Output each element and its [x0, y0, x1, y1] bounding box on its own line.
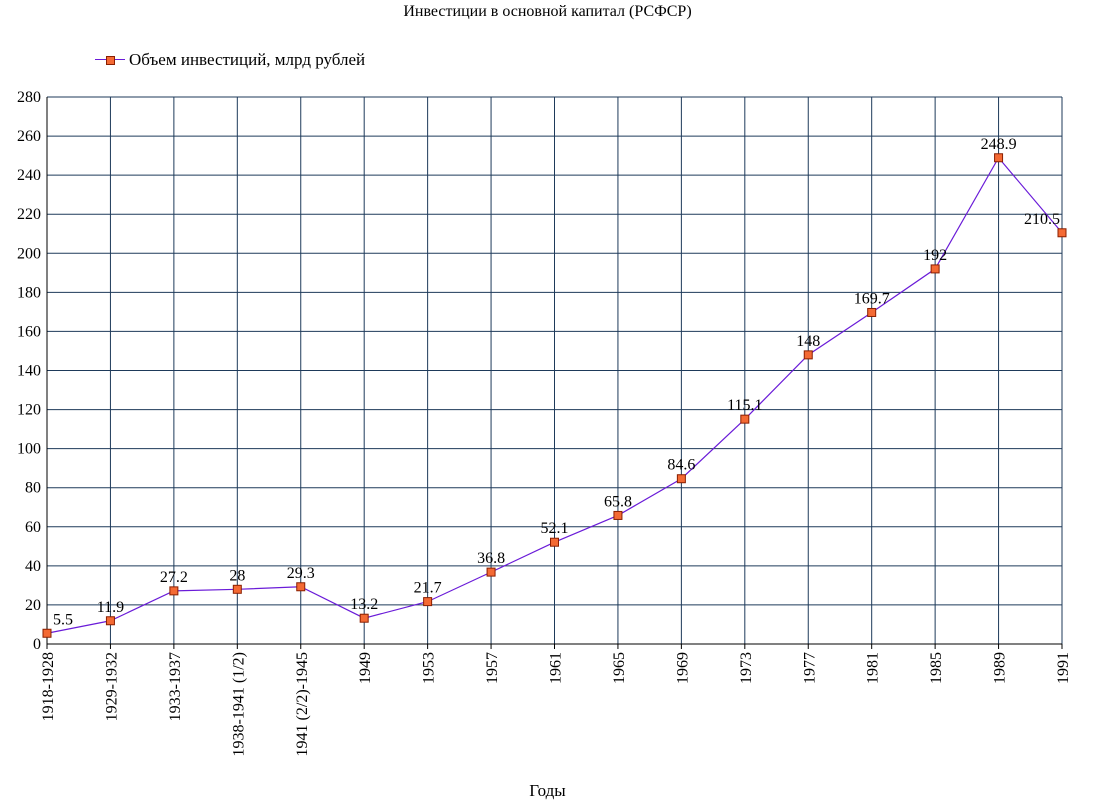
data-point [359, 613, 369, 623]
x-tick-label: 1953 [421, 652, 438, 684]
data-point [169, 586, 179, 596]
data-label: 11.9 [97, 599, 124, 616]
data-label: 52.1 [541, 520, 569, 537]
data-point [867, 307, 877, 317]
x-tick-label: 1969 [674, 652, 691, 684]
x-tick-label: 1929-1932 [103, 652, 120, 721]
data-label: 148 [796, 333, 820, 350]
data-point [105, 616, 115, 626]
data-label: 169.7 [854, 290, 890, 307]
y-tick-label: 0 [33, 636, 41, 653]
data-label: 13.2 [350, 596, 378, 613]
y-tick-label: 40 [25, 558, 41, 575]
data-point [803, 350, 813, 360]
x-tick-label: 1918-1928 [40, 652, 57, 721]
data-point [232, 584, 242, 594]
data-point [423, 597, 433, 607]
data-label: 29.3 [287, 565, 315, 582]
y-tick-label: 260 [17, 128, 41, 145]
data-label: 36.8 [477, 550, 505, 567]
data-point [676, 474, 686, 484]
x-tick-label: 1989 [992, 652, 1009, 684]
legend: Объем инвестиций, млрд рублей [95, 50, 365, 70]
chart-title: Инвестиции в основной капитал (РСФСР) [403, 3, 692, 20]
data-label: 192 [923, 247, 947, 264]
data-point [613, 510, 623, 520]
y-tick-label: 20 [25, 597, 41, 614]
x-tick-label: 1961 [548, 652, 565, 684]
y-tick-label: 140 [17, 363, 41, 380]
x-tick-label: 1977 [801, 652, 818, 684]
x-tick-label: 1949 [357, 652, 374, 684]
x-tick-label: 1938-1941 (1/2) [230, 652, 247, 756]
data-point [42, 628, 52, 638]
y-tick-label: 80 [25, 480, 41, 497]
x-axis-title: Годы [529, 781, 566, 800]
x-tick-label: 1981 [865, 652, 882, 684]
y-tick-label: 100 [17, 441, 41, 458]
x-tick-label: 1973 [738, 652, 755, 684]
data-point [1057, 228, 1067, 238]
x-tick-label: 1941 (2/2)-1945 [294, 652, 311, 756]
x-tick-label: 1933-1937 [167, 652, 184, 721]
data-point [296, 582, 306, 592]
data-label: 248.9 [981, 136, 1017, 153]
data-label: 5.5 [53, 611, 73, 628]
y-tick-label: 240 [17, 167, 41, 184]
data-label: 65.8 [604, 493, 632, 510]
data-label: 27.2 [160, 569, 188, 586]
x-tick-label: 1991 [1055, 652, 1072, 684]
data-point [486, 567, 496, 577]
legend-marker [95, 50, 125, 70]
data-label: 28 [229, 567, 245, 584]
data-label: 115.1 [727, 397, 762, 414]
x-tick-label: 1965 [611, 652, 628, 684]
y-tick-label: 280 [17, 89, 41, 106]
data-point [740, 414, 750, 424]
data-label: 21.7 [414, 580, 442, 597]
y-tick-label: 60 [25, 519, 41, 536]
data-point [550, 537, 559, 547]
x-tick-label: 1985 [928, 652, 945, 684]
data-label: 210.5 [1024, 211, 1060, 228]
data-point [930, 264, 940, 274]
x-tick-label: 1957 [484, 652, 501, 684]
data-point [994, 153, 1004, 163]
y-tick-label: 180 [17, 284, 41, 301]
y-tick-label: 220 [17, 206, 41, 223]
y-tick-label: 200 [17, 245, 41, 262]
legend-label: Объем инвестиций, млрд рублей [129, 50, 366, 69]
y-tick-label: 160 [17, 323, 41, 340]
y-tick-label: 120 [17, 402, 41, 419]
data-label: 84.6 [667, 457, 695, 474]
